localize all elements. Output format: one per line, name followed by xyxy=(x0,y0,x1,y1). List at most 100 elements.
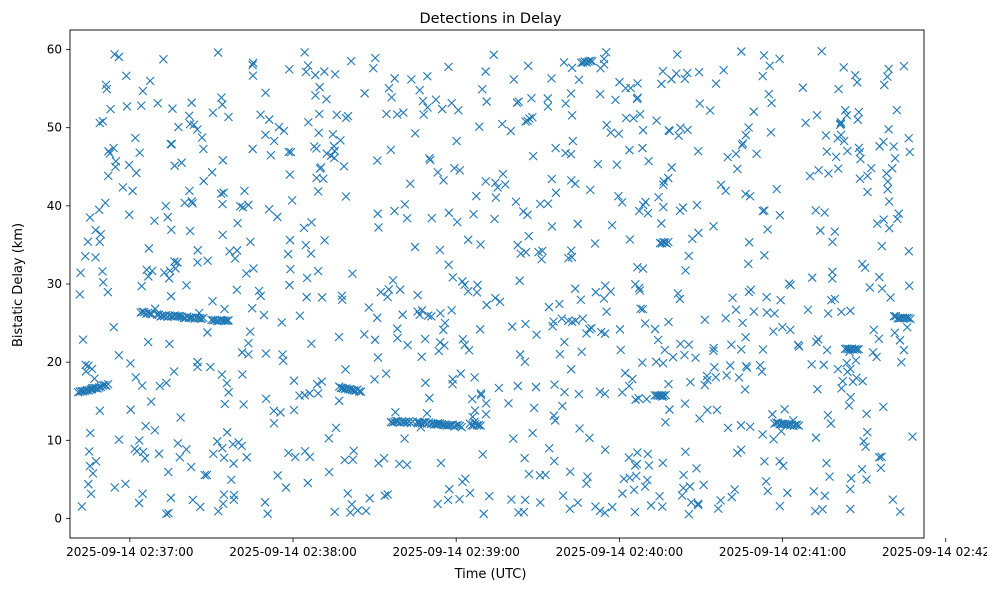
detection-point xyxy=(230,254,240,263)
detection-point xyxy=(114,52,124,62)
detection-point xyxy=(433,499,443,509)
detection-point xyxy=(479,509,489,519)
detection-point xyxy=(883,177,893,186)
detection-point xyxy=(122,101,132,111)
detection-point xyxy=(313,266,323,276)
detection-point xyxy=(476,240,485,249)
detection-point xyxy=(695,414,704,423)
detection-point xyxy=(702,375,712,385)
detection-point xyxy=(393,333,402,343)
detection-point xyxy=(163,467,173,477)
detection-point xyxy=(98,381,108,390)
detection-point xyxy=(384,83,394,93)
y-tick-label: 40 xyxy=(47,199,62,213)
detection-point xyxy=(109,143,118,153)
detection-point xyxy=(759,50,769,60)
detection-point xyxy=(197,314,206,324)
detection-point xyxy=(269,406,279,416)
detection-point xyxy=(904,133,914,143)
detection-point xyxy=(602,307,611,317)
detection-point xyxy=(768,409,777,419)
detection-point xyxy=(852,345,862,354)
detection-point xyxy=(121,479,130,489)
detection-point xyxy=(521,247,531,257)
detection-point xyxy=(675,206,685,216)
detection-point xyxy=(216,189,226,199)
detection-point xyxy=(638,143,647,153)
detection-point xyxy=(469,209,478,219)
detection-point xyxy=(599,294,609,303)
detection-point xyxy=(513,240,523,250)
detection-point xyxy=(303,61,313,70)
detection-point xyxy=(699,480,709,490)
detection-point xyxy=(658,66,668,76)
detection-point xyxy=(437,104,447,114)
detection-point xyxy=(601,47,611,57)
detection-point xyxy=(331,423,341,433)
detection-point xyxy=(840,105,850,115)
detection-point xyxy=(810,506,820,516)
detection-point xyxy=(833,364,843,374)
detection-point xyxy=(746,285,756,295)
detection-point xyxy=(481,409,491,419)
detection-point xyxy=(551,188,561,198)
detection-point xyxy=(532,330,541,340)
detection-point xyxy=(475,324,485,334)
detection-point xyxy=(232,246,242,255)
detection-point xyxy=(520,495,530,505)
detection-point xyxy=(600,445,610,455)
detection-point xyxy=(402,460,412,470)
detection-point xyxy=(78,335,88,345)
detection-point xyxy=(878,402,888,412)
detection-point xyxy=(219,188,228,198)
detection-point xyxy=(381,369,391,379)
detection-point xyxy=(672,50,682,59)
detection-point xyxy=(360,88,369,98)
detection-point xyxy=(373,353,383,362)
detection-point xyxy=(310,70,320,80)
detection-point xyxy=(642,475,652,485)
detection-point xyxy=(624,453,634,463)
detection-point xyxy=(95,237,105,247)
detection-point xyxy=(644,461,654,470)
detection-point xyxy=(306,249,316,258)
detection-point xyxy=(582,479,591,489)
detection-point xyxy=(248,71,258,81)
detection-point xyxy=(330,507,340,517)
detection-point xyxy=(118,183,128,192)
detection-point xyxy=(823,410,833,420)
detection-point xyxy=(595,387,605,397)
detection-point xyxy=(427,213,437,223)
detection-point xyxy=(193,257,202,267)
detection-point xyxy=(694,228,703,238)
detection-point xyxy=(590,239,600,248)
detection-point xyxy=(373,209,383,219)
detection-point xyxy=(856,154,865,164)
detection-point xyxy=(766,128,776,137)
detection-point xyxy=(693,146,703,156)
detection-point xyxy=(324,467,334,477)
detection-point xyxy=(585,56,595,66)
detection-point xyxy=(890,328,900,338)
detection-point xyxy=(98,116,108,126)
detection-point xyxy=(765,61,775,71)
detection-point xyxy=(668,352,678,362)
detection-point xyxy=(187,98,196,108)
detection-point xyxy=(732,164,742,174)
detection-point xyxy=(386,145,396,155)
detection-point xyxy=(199,176,209,186)
detection-point xyxy=(481,398,491,408)
detection-point xyxy=(423,103,432,112)
detection-point xyxy=(77,386,87,396)
detection-point xyxy=(103,287,113,297)
detection-point xyxy=(876,463,886,473)
detection-point xyxy=(281,483,291,492)
detection-point xyxy=(866,163,876,173)
detection-point xyxy=(625,235,635,244)
detection-point xyxy=(372,313,382,323)
detection-point xyxy=(520,453,530,463)
detection-point xyxy=(523,210,532,220)
detection-point xyxy=(872,219,882,229)
detection-point xyxy=(833,164,843,174)
detection-point xyxy=(470,406,480,415)
